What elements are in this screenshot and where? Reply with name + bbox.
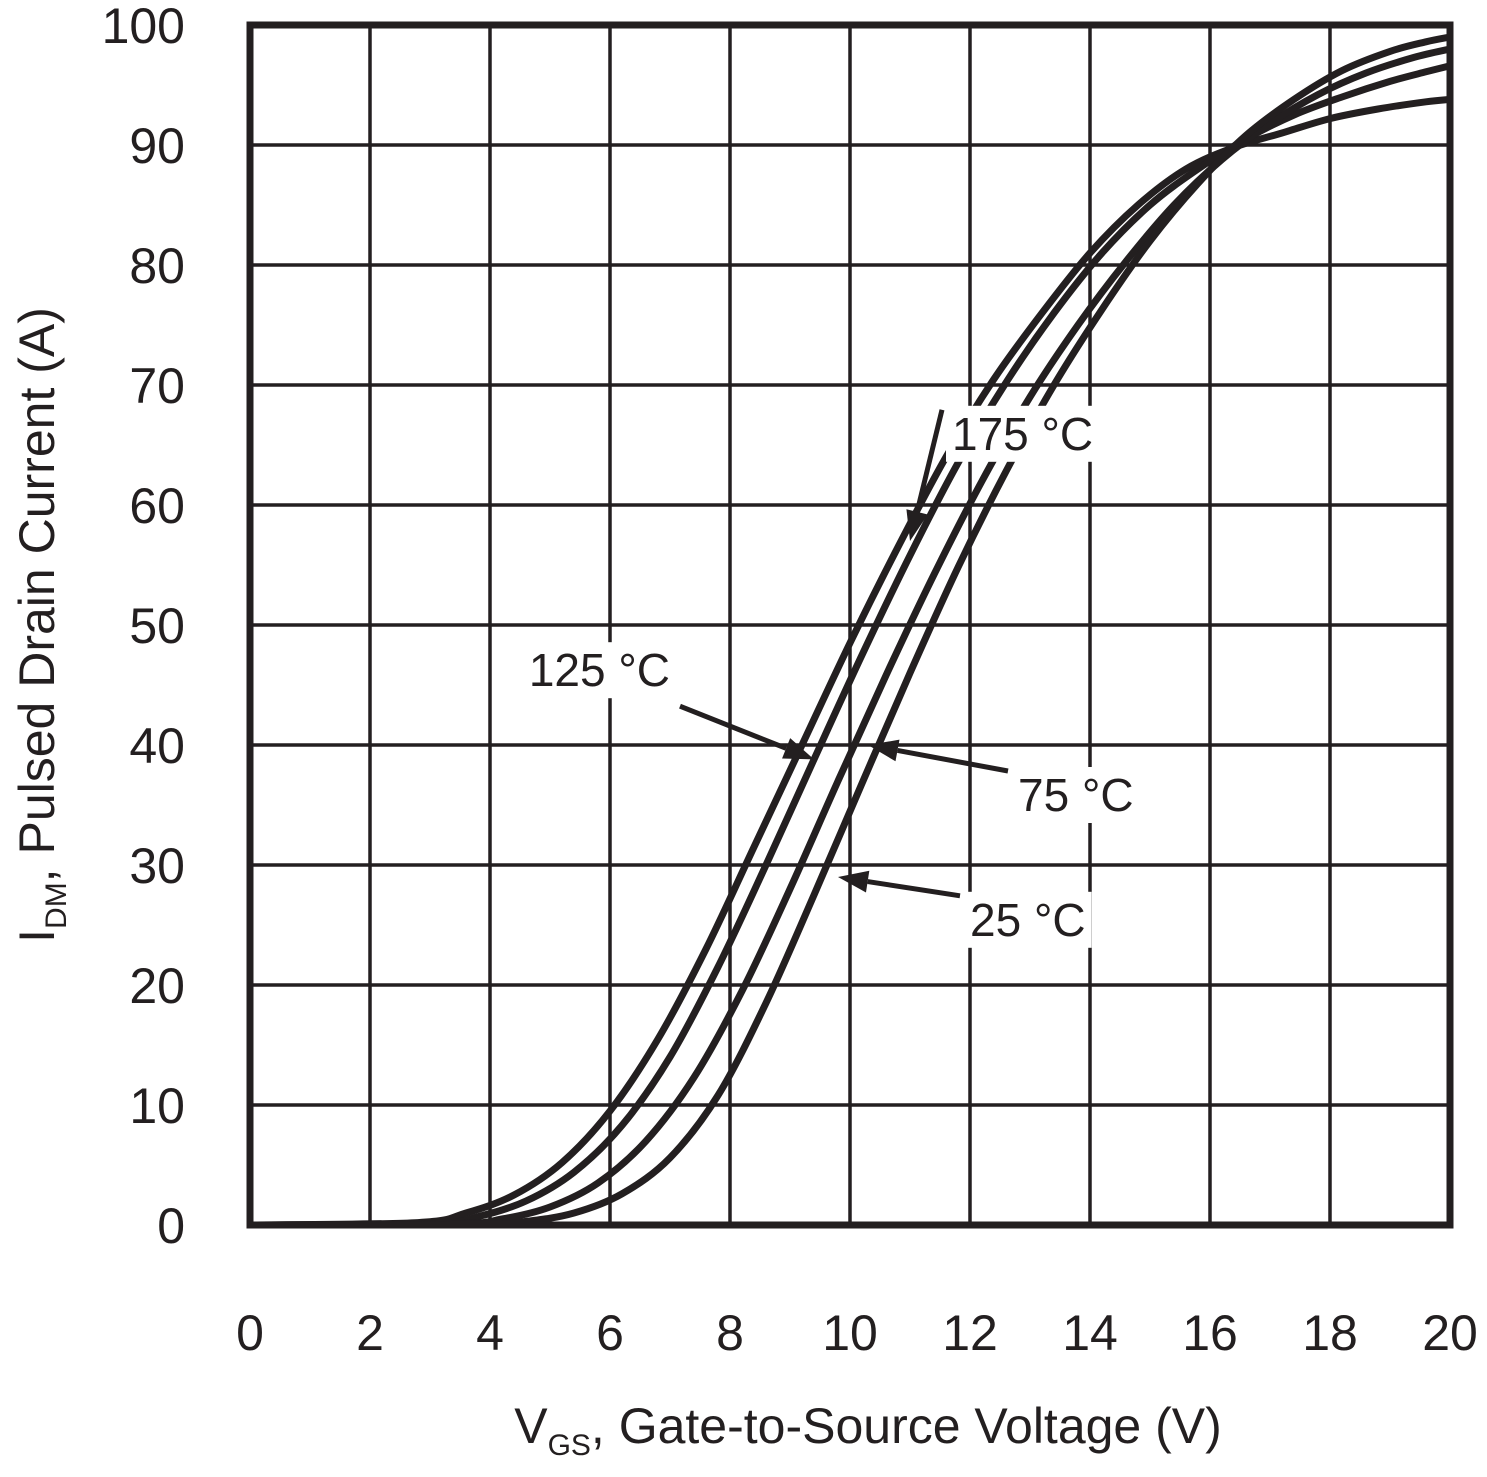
x-tick-label: 14	[1062, 1305, 1118, 1361]
y-tick-label: 100	[102, 0, 185, 54]
y-tick-label: 40	[129, 718, 185, 774]
annotation-75C: 75 °C	[868, 739, 1140, 823]
y-tick-label: 10	[129, 1078, 185, 1134]
y-tick-label: 50	[129, 598, 185, 654]
y-tick-label: 60	[129, 478, 185, 534]
annotation-175C: 175 °C	[906, 405, 1100, 541]
x-tick-label: 12	[942, 1305, 998, 1361]
x-tick-label: 4	[476, 1305, 504, 1361]
series-line-175C	[246, 95, 1454, 1229]
annotation-arrowhead	[906, 509, 928, 541]
x-tick-label: 10	[822, 1305, 878, 1361]
y-axis-label-main: I	[9, 929, 65, 943]
annotation-arrow-line	[679, 703, 788, 751]
grid	[248, 23, 1452, 1227]
series-line-25C	[246, 33, 1454, 1229]
x-axis-label-sub: GS	[548, 1429, 591, 1462]
y-tick-label: 30	[129, 838, 185, 894]
series-curves	[246, 33, 1454, 1229]
y-tick-label: 70	[129, 358, 185, 414]
x-tick-label: 2	[356, 1305, 384, 1361]
annotation-arrowhead	[868, 739, 900, 762]
annotation-label: 75 °C	[1018, 769, 1134, 821]
annotation-arrow-line	[914, 409, 945, 513]
plot-frame	[246, 21, 1454, 1229]
annotation-arrowhead	[782, 738, 814, 760]
annotation-arrow-line	[867, 879, 961, 899]
annotation-label: 25 °C	[970, 894, 1086, 946]
y-tick-labels: 0 10 20 30 40 50 60 70 80 90 100	[102, 0, 185, 1254]
x-axis-label: VGS, Gate-to-Source Voltage (V)	[514, 1398, 1222, 1462]
y-axis-label-sub: DM	[40, 882, 73, 929]
x-tick-labels: 0 2 4 6 8 10 12 14 16 18 20	[236, 1305, 1478, 1361]
x-tick-label: 8	[716, 1305, 744, 1361]
x-axis-label-rest: , Gate-to-Source Voltage (V)	[591, 1398, 1222, 1454]
annotation-arrowhead	[838, 870, 870, 893]
x-tick-label: 16	[1182, 1305, 1238, 1361]
annotation-label-background	[964, 891, 1092, 948]
x-tick-label: 6	[596, 1305, 624, 1361]
annotation-label: 125 °C	[529, 644, 670, 696]
annotation-label-background	[522, 642, 676, 699]
annotation-label-background	[946, 405, 1100, 462]
y-axis-label-rest: , Pulsed Drain Current (A)	[9, 307, 65, 882]
y-tick-label: 20	[129, 958, 185, 1014]
annotation-25C: 25 °C	[838, 870, 1092, 948]
series-line-75C	[246, 45, 1454, 1229]
annotation-arrow-line	[897, 748, 1009, 774]
y-axis-label: IDM, Pulsed Drain Current (A)	[9, 307, 73, 943]
annotations: 175 °C 125 °C 75 °C 25 °C	[522, 405, 1140, 948]
annotation-label-background	[1012, 767, 1140, 823]
y-tick-label: 90	[129, 118, 185, 174]
x-tick-label: 20	[1422, 1305, 1478, 1361]
annotation-label: 175 °C	[952, 408, 1093, 460]
y-tick-label: 80	[129, 238, 185, 294]
y-tick-label: 0	[157, 1198, 185, 1254]
annotation-125C: 125 °C	[522, 642, 814, 760]
x-tick-label: 18	[1302, 1305, 1358, 1361]
x-tick-label: 0	[236, 1305, 264, 1361]
x-axis-label-main: V	[514, 1398, 548, 1454]
